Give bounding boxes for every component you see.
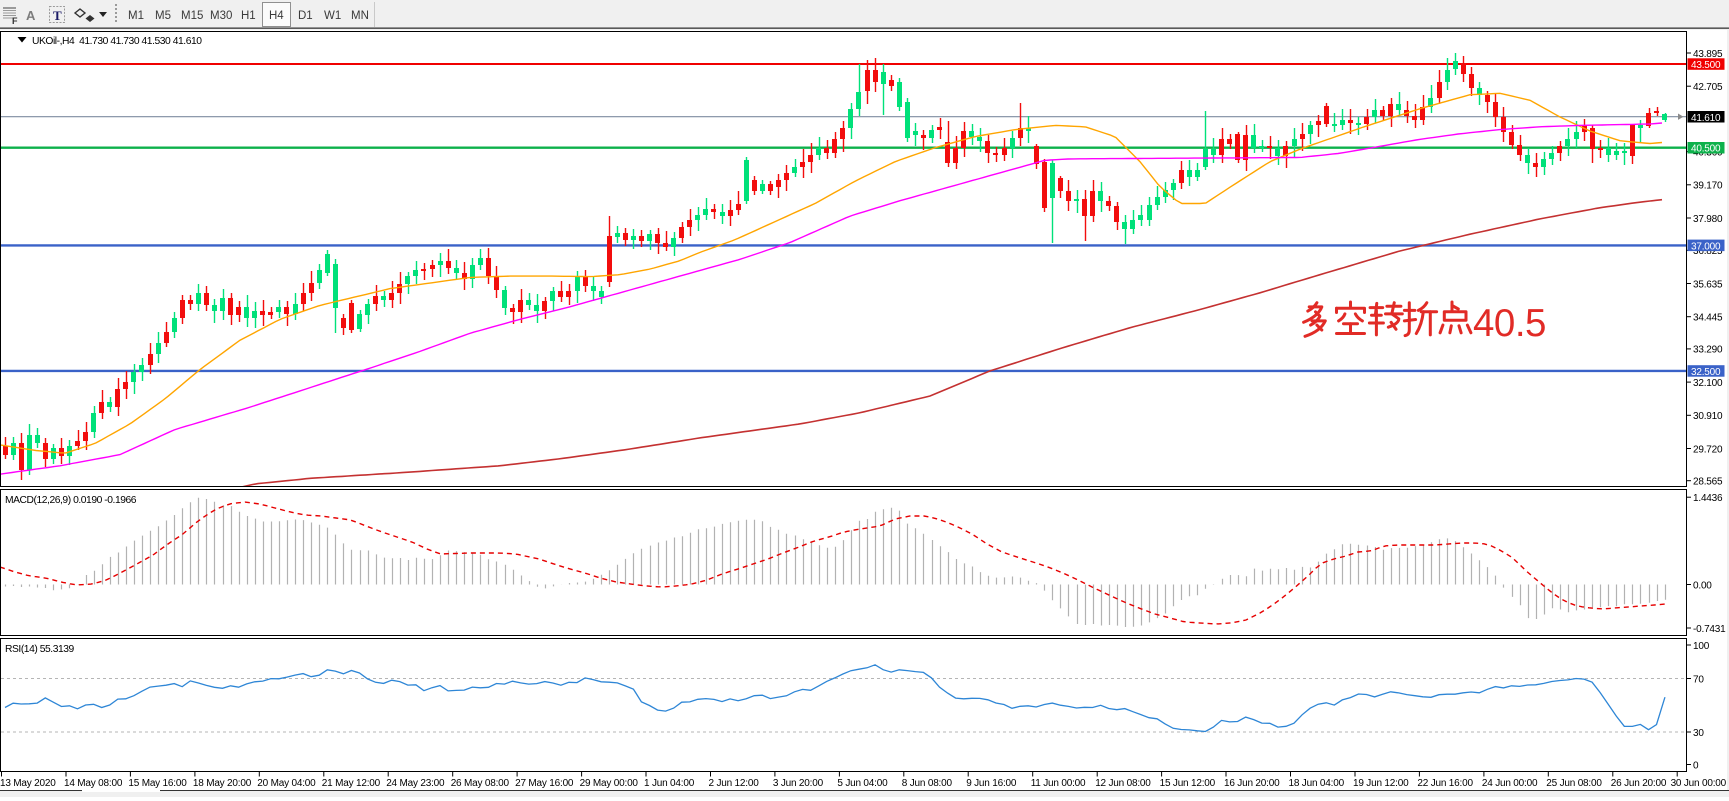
- svg-text:0: 0: [1693, 760, 1699, 771]
- svg-text:30 Jun 00:00: 30 Jun 00:00: [1671, 778, 1727, 789]
- svg-text:1 Jun 04:00: 1 Jun 04:00: [644, 778, 695, 789]
- svg-text:M1: M1: [128, 10, 144, 22]
- svg-text:15 May 16:00: 15 May 16:00: [128, 778, 187, 789]
- svg-text:100: 100: [1693, 641, 1710, 652]
- svg-text:H4: H4: [269, 10, 284, 22]
- svg-text:1.4436: 1.4436: [1693, 493, 1723, 504]
- svg-text:2 Jun 12:00: 2 Jun 12:00: [709, 778, 760, 789]
- svg-text:H1: H1: [241, 10, 256, 22]
- svg-text:39.170: 39.170: [1693, 181, 1723, 192]
- svg-text:41.610: 41.610: [1691, 113, 1721, 124]
- svg-text:MACD(12,26,9) 0.0190 -0.1966: MACD(12,26,9) 0.0190 -0.1966: [5, 495, 137, 506]
- svg-text:26 Jun 20:00: 26 Jun 20:00: [1611, 778, 1667, 789]
- svg-text:32.100: 32.100: [1693, 378, 1723, 389]
- svg-text:70: 70: [1693, 674, 1704, 685]
- svg-text:27 May 16:00: 27 May 16:00: [515, 778, 574, 789]
- svg-text:30: 30: [1693, 728, 1704, 739]
- svg-text:37.000: 37.000: [1691, 241, 1721, 252]
- svg-text:40.500: 40.500: [1691, 144, 1721, 155]
- svg-text:T: T: [53, 8, 62, 23]
- svg-text:30.910: 30.910: [1693, 411, 1723, 422]
- svg-text:0.00: 0.00: [1693, 580, 1712, 591]
- svg-text:M15: M15: [181, 10, 203, 22]
- svg-text:3 Jun 20:00: 3 Jun 20:00: [773, 778, 824, 789]
- svg-text:18 May 20:00: 18 May 20:00: [193, 778, 252, 789]
- svg-text:35.635: 35.635: [1693, 279, 1723, 290]
- svg-text:26 May 08:00: 26 May 08:00: [451, 778, 510, 789]
- svg-text:13 May 2020: 13 May 2020: [0, 778, 56, 789]
- svg-text:36.825: 36.825: [1693, 246, 1723, 257]
- svg-text:34.445: 34.445: [1693, 313, 1723, 324]
- svg-text:9 Jun 16:00: 9 Jun 16:00: [966, 778, 1017, 789]
- svg-text:16 Jun 20:00: 16 Jun 20:00: [1224, 778, 1280, 789]
- svg-text:12 Jun 08:00: 12 Jun 08:00: [1095, 778, 1151, 789]
- svg-text:-0.7431: -0.7431: [1693, 624, 1726, 635]
- svg-text:25 Jun 08:00: 25 Jun 08:00: [1546, 778, 1602, 789]
- svg-text:29 May 00:00: 29 May 00:00: [580, 778, 639, 789]
- svg-text:UKOil-,H4 41.730 41.730 41.53: UKOil-,H4 41.730 41.730 41.530 41.610: [32, 36, 202, 47]
- svg-text:43.500: 43.500: [1691, 60, 1721, 71]
- svg-text:29.720: 29.720: [1693, 444, 1723, 455]
- svg-text:M5: M5: [155, 10, 171, 22]
- svg-text:M30: M30: [210, 10, 232, 22]
- svg-text:24 May 23:00: 24 May 23:00: [386, 778, 445, 789]
- svg-text:40.5: 40.5: [1473, 302, 1546, 345]
- svg-text:22 Jun 16:00: 22 Jun 16:00: [1417, 778, 1473, 789]
- svg-text:15 Jun 12:00: 15 Jun 12:00: [1160, 778, 1216, 789]
- svg-text:42.705: 42.705: [1693, 82, 1723, 93]
- svg-text:28.565: 28.565: [1693, 477, 1723, 488]
- svg-text:21 May 12:00: 21 May 12:00: [322, 778, 381, 789]
- svg-text:5 Jun 04:00: 5 Jun 04:00: [837, 778, 888, 789]
- svg-text:F: F: [12, 16, 18, 26]
- svg-text:14 May 08:00: 14 May 08:00: [64, 778, 123, 789]
- svg-text:D1: D1: [298, 10, 313, 22]
- svg-text:RSI(14) 55.3139: RSI(14) 55.3139: [5, 644, 75, 655]
- svg-text:18 Jun 04:00: 18 Jun 04:00: [1289, 778, 1345, 789]
- svg-text:11 Jun 00:00: 11 Jun 00:00: [1031, 778, 1086, 789]
- svg-text:24 Jun 00:00: 24 Jun 00:00: [1482, 778, 1538, 789]
- svg-text:8 Jun 08:00: 8 Jun 08:00: [902, 778, 953, 789]
- svg-text:MN: MN: [351, 10, 369, 22]
- svg-text:W1: W1: [324, 10, 341, 22]
- svg-text:20 May 04:00: 20 May 04:00: [257, 778, 316, 789]
- svg-text:19 Jun 12:00: 19 Jun 12:00: [1353, 778, 1409, 789]
- svg-text:43.895: 43.895: [1693, 49, 1723, 60]
- svg-text:A: A: [26, 8, 36, 23]
- svg-text:32.500: 32.500: [1691, 367, 1721, 378]
- svg-text:33.290: 33.290: [1693, 345, 1723, 356]
- svg-text:37.980: 37.980: [1693, 214, 1723, 225]
